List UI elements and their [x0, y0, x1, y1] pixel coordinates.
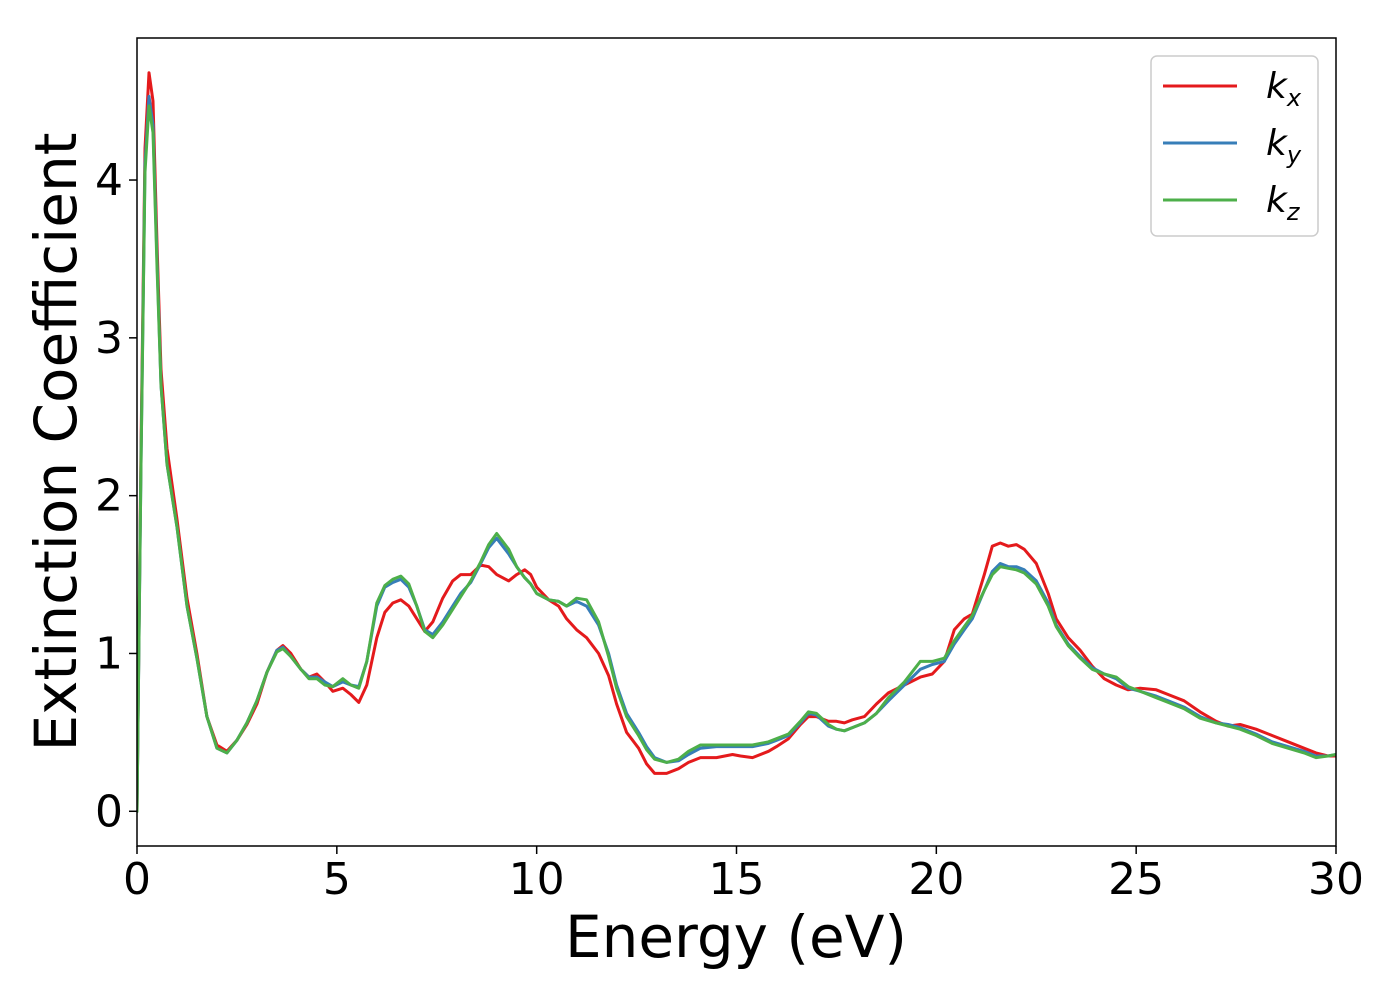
- legend-label-ky: ky: [1266, 123, 1302, 169]
- y-axis: 0 1 2 3 4: [95, 155, 137, 837]
- x-axis: 0 5 10 15 20 25 30: [123, 846, 1364, 905]
- series-line-kx: [137, 71, 1336, 813]
- x-axis-title: Energy (eV): [565, 903, 907, 971]
- x-tick-label: 5: [323, 854, 351, 905]
- y-tick-label: 1: [95, 628, 123, 679]
- x-tick-label: 30: [1308, 854, 1364, 905]
- y-tick-label: 4: [95, 155, 123, 206]
- y-tick-label: 2: [95, 471, 123, 522]
- x-tick-label: 10: [509, 854, 565, 905]
- series-line-kz: [137, 104, 1336, 813]
- legend-label-kx: kx: [1266, 66, 1302, 112]
- y-axis-title: Extinction Coefficient: [22, 133, 90, 752]
- y-tick-label: 3: [95, 313, 123, 364]
- y-tick-label: 0: [95, 786, 123, 837]
- x-tick-label: 15: [709, 854, 765, 905]
- legend-box: [1150, 55, 1319, 237]
- legend-label-kz: kz: [1266, 180, 1301, 226]
- series-layer: [137, 71, 1336, 813]
- x-tick-label: 0: [123, 854, 151, 905]
- legend: kx ky kz: [1150, 55, 1319, 237]
- x-tick-label: 25: [1108, 854, 1164, 905]
- x-tick-label: 20: [908, 854, 964, 905]
